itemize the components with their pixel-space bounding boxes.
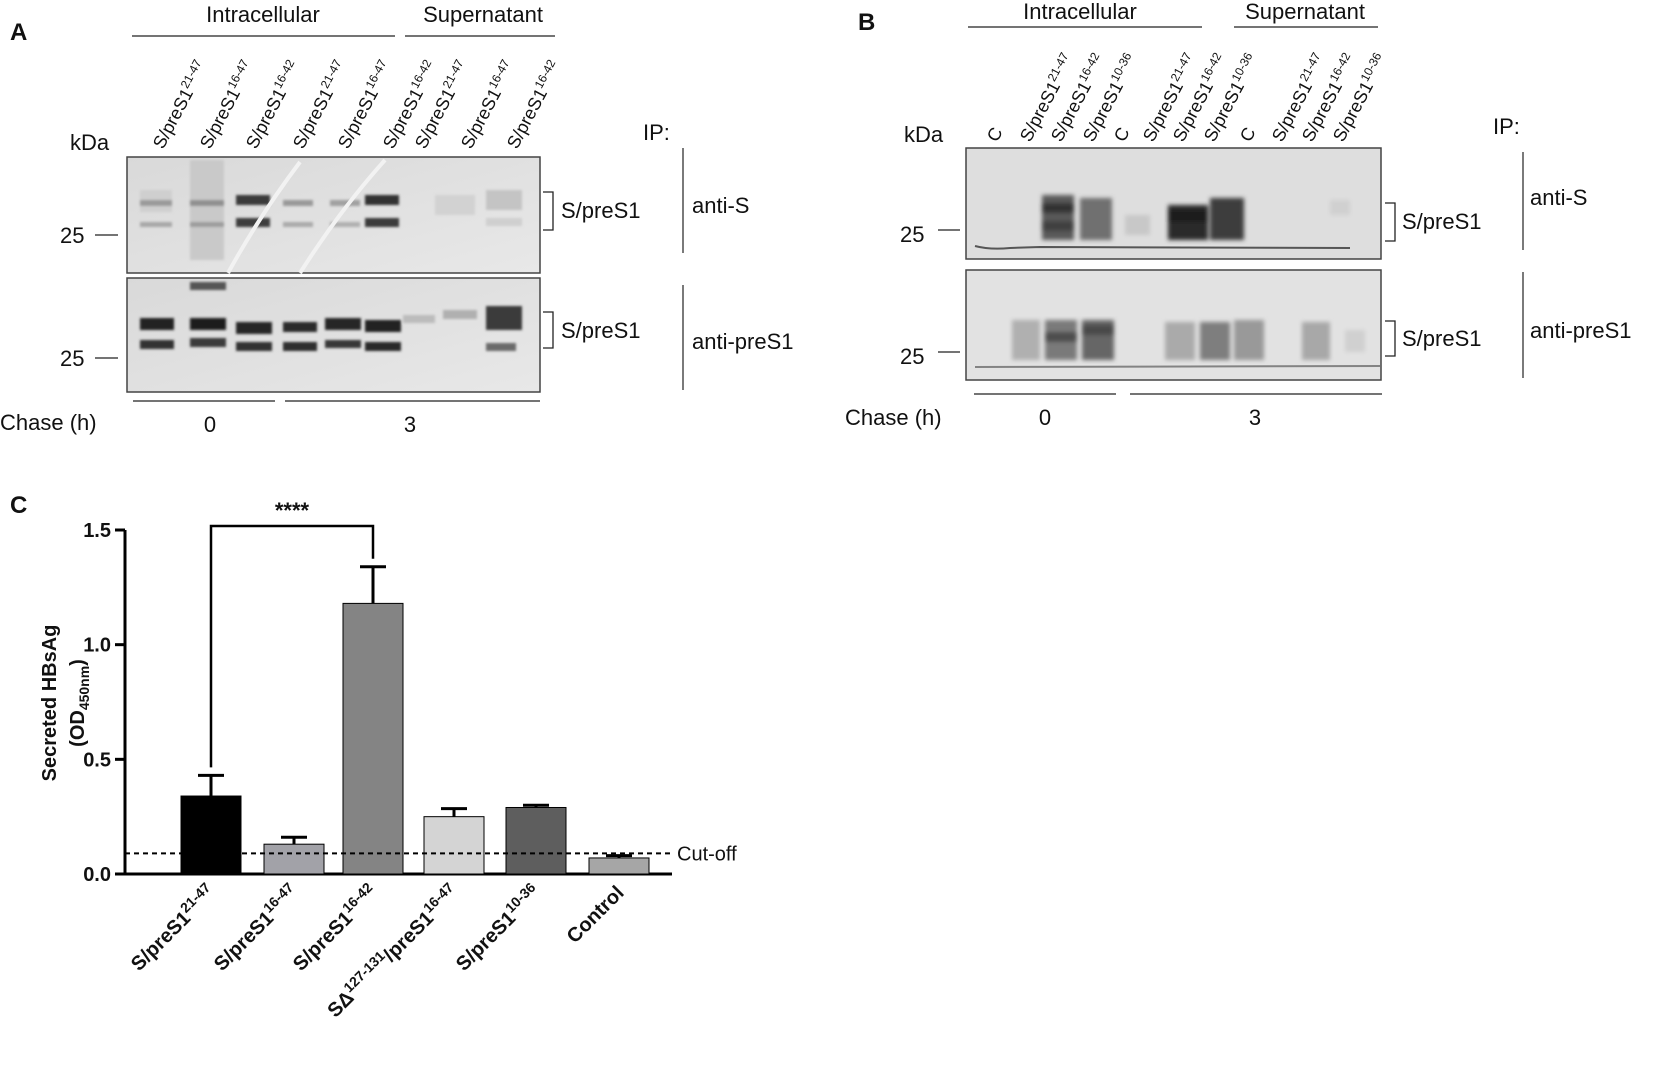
bar: [263, 843, 325, 875]
y-tick-label: 1.5: [83, 520, 111, 542]
cutoff-label: Cut-off: [677, 843, 737, 865]
band-label-b-bottom: S/preS1: [1402, 326, 1482, 351]
chase-0-b: 0: [1039, 405, 1051, 430]
ip-anti-s-a: anti-S: [692, 193, 749, 218]
group-intracellular-b: Intracellular: [1023, 0, 1137, 24]
ip-anti-pres1-b: anti-preS1: [1530, 318, 1632, 343]
y-axis-label-line1: Secreted HBsAg: [39, 625, 61, 782]
y-tick-label: 0.5: [83, 749, 111, 771]
marker-25-b-top: 25: [900, 222, 924, 247]
bar: [505, 806, 567, 875]
group-supernatant-b: Supernatant: [1245, 0, 1365, 24]
group-intracellular-a: Intracellular: [206, 2, 320, 27]
bar-chart: 0.00.51.01.5S/preS121-47S/preS116-47S/pr…: [83, 498, 737, 1022]
ip-label-b: IP:: [1493, 114, 1520, 139]
panel-c-letter: C: [10, 492, 27, 519]
blot-b-bottom: 25 S/preS1 anti-preS1: [900, 269, 1632, 381]
panel-a: A Intracellular Supernatant S/preS121-47…: [0, 2, 794, 437]
y-tick-label: 1.0: [83, 635, 111, 657]
chase-3-a: 3: [404, 412, 416, 437]
x-tick-label: S/preS110-36: [449, 879, 546, 976]
marker-25-a-bottom: 25: [60, 346, 84, 371]
blot-b-top: 25 S/preS1 anti-S: [900, 147, 1587, 260]
ip-anti-s-b: anti-S: [1530, 185, 1587, 210]
kda-label-a: kDa: [70, 130, 110, 155]
panel-b-lane-label: C: [1236, 124, 1260, 145]
chase-3-b: 3: [1249, 405, 1261, 430]
kda-label-b: kDa: [904, 122, 944, 147]
panel-b-letter: B: [858, 9, 875, 36]
panel-b: B Intracellular Supernatant C S/preS121-4…: [845, 0, 1632, 430]
group-supernatant-a: Supernatant: [423, 2, 543, 27]
y-tick-label: 0.0: [83, 864, 111, 886]
panel-a-lane-label: S/preS116-42: [501, 57, 566, 152]
chase-label-b: Chase (h): [845, 405, 942, 430]
lane-labels-a: S/preS121-47S/preS116-47S/preS116-42S/pr…: [149, 57, 566, 152]
panel-a-letter: A: [10, 19, 27, 46]
chase-0-a: 0: [204, 412, 216, 437]
x-tick-label: S/preS121-47: [124, 879, 221, 976]
blot-a-top: 25 S/preS1 anti-S: [60, 148, 749, 275]
bar: [423, 816, 485, 875]
lane-labels-b: C S/preS121-47S/preS116-42S/preS110-36C S/…: [983, 50, 1385, 145]
y-axis-label-line2: (OD450nm): [67, 659, 92, 747]
blot-a-bottom: 25 S/preS1 anti-preS1: [60, 277, 794, 393]
bar: [342, 602, 404, 875]
x-tick-label: Control: [563, 882, 629, 948]
marker-25-a-top: 25: [60, 223, 84, 248]
band-label-b-top: S/preS1: [1402, 209, 1482, 234]
panel-b-lane-label: C: [1110, 124, 1134, 145]
ip-label-a: IP:: [643, 120, 670, 145]
panel-c: C Secreted HBsAg (OD450nm) 0.0 0.5 1.0 1.5 S…: [10, 492, 737, 1022]
chase-label-a: Chase (h): [0, 410, 97, 435]
band-label-a-top: S/preS1: [561, 198, 641, 223]
significance-label: ****: [275, 498, 310, 523]
band-label-a-bottom: S/preS1: [561, 318, 641, 343]
bar: [588, 857, 650, 875]
panel-b-lane-label: C: [983, 124, 1007, 145]
significance-bracket: [209, 524, 375, 768]
ip-anti-pres1-a: anti-preS1: [692, 329, 794, 354]
marker-25-b-bottom: 25: [900, 344, 924, 369]
bar: [180, 795, 242, 875]
